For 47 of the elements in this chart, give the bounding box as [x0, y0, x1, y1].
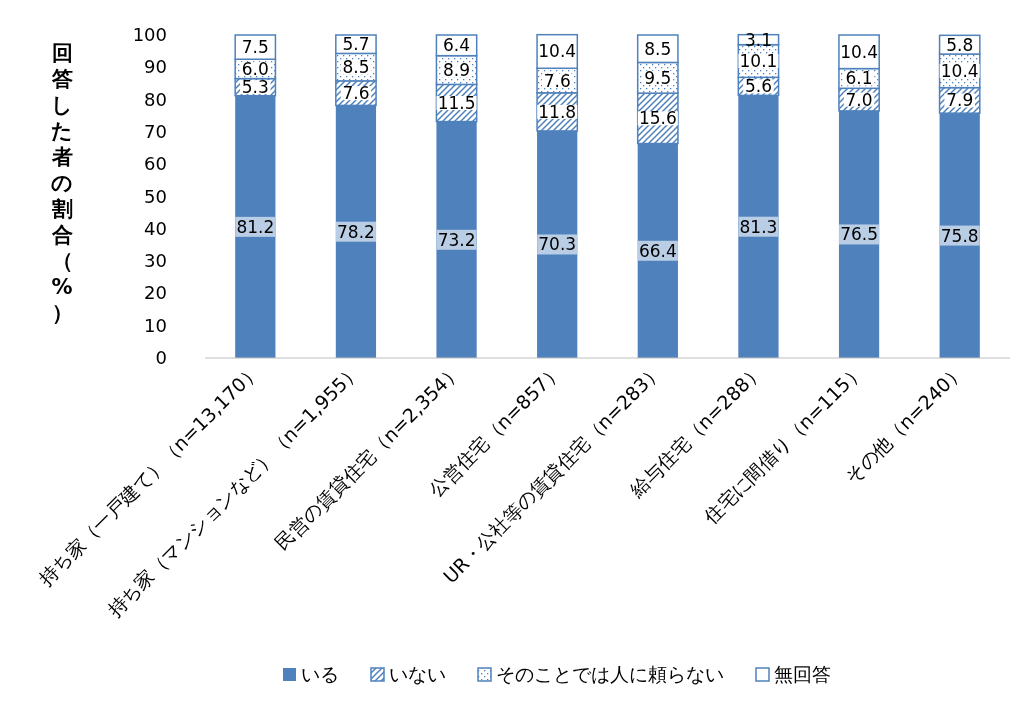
y-tick-label: 30: [144, 250, 167, 272]
text: 回答した者の割合（%）: [51, 41, 73, 325]
data-label: 10.4: [840, 41, 878, 62]
data-label: 10.1: [739, 51, 778, 71]
data-label: 6.4: [443, 35, 471, 56]
legend-label: いない: [389, 663, 446, 685]
y-tick-label: 60: [144, 153, 167, 175]
data-label: 7.5: [241, 37, 269, 58]
data-label: 66.4: [638, 240, 677, 261]
y-tick-label: 0: [155, 347, 167, 368]
y-tick-label: 40: [144, 217, 167, 239]
data-label: 7.6: [342, 83, 370, 104]
y-tick-label: 90: [144, 56, 167, 78]
data-label: 10.4: [538, 41, 577, 62]
y-tick-label: 70: [144, 120, 167, 142]
data-label: 9.5: [644, 67, 672, 88]
data-label: 75.8: [940, 225, 979, 246]
data-label: 73.2: [437, 229, 476, 250]
data-label: 5.6: [744, 76, 772, 97]
data-label: 7.9: [946, 90, 974, 111]
data-label: 5.7: [342, 34, 370, 55]
data-label: 6.0: [241, 58, 269, 79]
data-label: 11.5: [437, 92, 476, 113]
data-label: 11.8: [538, 101, 577, 122]
data-label: 8.5: [342, 57, 370, 78]
y-tick-label: 10: [144, 314, 167, 336]
data-label: 81.2: [236, 216, 275, 237]
data-label: 78.2: [337, 221, 375, 242]
legend-label: そのことでは人に頼らない: [496, 663, 724, 685]
y-tick-label: 50: [144, 185, 167, 207]
data-label: 5.8: [946, 34, 974, 55]
data-label: 70.3: [538, 234, 577, 255]
y-tick-label: 80: [144, 88, 167, 110]
data-label: 15.6: [638, 108, 677, 129]
y-tick-label: 20: [144, 282, 167, 304]
data-label: 7.6: [543, 70, 571, 91]
data-label: 6.1: [845, 68, 873, 89]
data-label: 8.5: [644, 38, 672, 59]
data-label: 7.0: [845, 89, 873, 110]
y-tick-label: 100: [132, 24, 167, 45]
data-label: 8.9: [443, 60, 471, 81]
legend-label: 無回答: [774, 663, 831, 685]
data-label: 76.5: [840, 224, 878, 245]
data-label: 81.3: [739, 216, 778, 237]
legend-label: いる: [301, 663, 339, 685]
data-label: 10.4: [940, 60, 979, 81]
data-label: 5.3: [241, 77, 269, 98]
